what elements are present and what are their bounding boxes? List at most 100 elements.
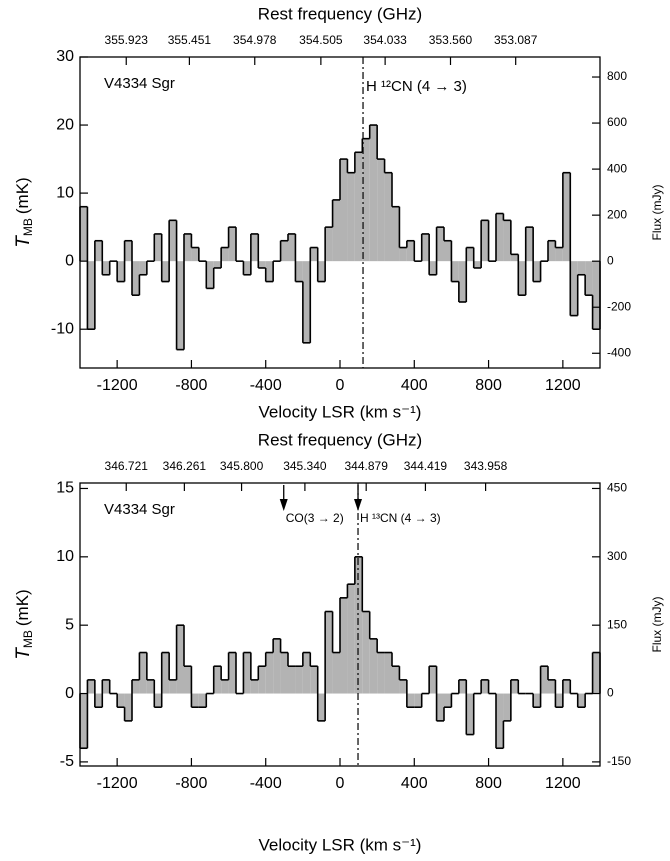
bar — [347, 584, 355, 694]
bar — [228, 227, 236, 262]
bar — [102, 261, 110, 275]
x-tick-label: -400 — [250, 775, 282, 792]
bar — [176, 625, 184, 694]
y-label-subscript: MB — [21, 218, 35, 236]
y2-tick-label: 200 — [607, 207, 627, 221]
bar — [87, 679, 95, 694]
bar — [406, 240, 415, 262]
bar — [429, 666, 437, 694]
bar — [555, 693, 563, 708]
bar — [533, 693, 541, 708]
bar — [592, 652, 600, 694]
x-axis-label: Velocity LSR (km s⁻¹) — [259, 835, 422, 854]
bar — [80, 693, 88, 749]
bar — [169, 679, 177, 694]
bar — [317, 261, 326, 282]
bar — [117, 261, 125, 282]
x-tick-label: 0 — [336, 377, 345, 394]
bar — [317, 693, 326, 721]
x2-tick-label: 355.923 — [105, 33, 149, 47]
x2-tick-label: 354.978 — [233, 33, 277, 47]
bar — [221, 679, 229, 694]
bar — [577, 261, 586, 275]
bar — [332, 652, 340, 694]
x-tick-label: -1200 — [97, 377, 138, 394]
bar — [94, 693, 103, 708]
x2-tick-label: 354.033 — [363, 33, 407, 47]
x-tick-label: -800 — [175, 775, 207, 792]
bar — [496, 213, 504, 262]
bar — [124, 240, 132, 262]
bar — [258, 261, 266, 268]
bar — [562, 679, 571, 694]
bar — [184, 666, 192, 694]
bar — [87, 261, 95, 330]
bar — [458, 679, 467, 694]
bar — [347, 172, 355, 262]
bar — [377, 652, 385, 694]
y2-tick-label: -400 — [607, 345, 631, 359]
bar — [288, 666, 296, 694]
bar — [154, 693, 162, 708]
bar — [250, 233, 259, 262]
annotation: CO(3 → 2) — [286, 511, 344, 525]
x-tick-label: -400 — [250, 377, 282, 394]
bar — [265, 261, 274, 282]
bar — [280, 240, 288, 262]
bar — [362, 138, 370, 262]
y2-tick-label: 600 — [607, 115, 627, 129]
bar — [533, 261, 541, 282]
bar — [399, 679, 407, 694]
bar — [169, 220, 177, 262]
bar — [243, 652, 251, 694]
bar — [117, 693, 125, 708]
y2-tick-label: 0 — [607, 253, 614, 267]
x2-tick-label: 343.958 — [464, 459, 508, 473]
x2-tick-label: 346.721 — [105, 459, 149, 473]
bar — [206, 261, 214, 289]
bar — [362, 611, 370, 694]
bar — [369, 638, 378, 694]
bar — [444, 240, 452, 262]
bar — [176, 261, 184, 350]
y2-tick-label: -200 — [607, 299, 631, 313]
x-axis-label: Velocity LSR (km s⁻¹) — [259, 402, 422, 421]
bar — [429, 261, 437, 275]
bar — [392, 206, 400, 262]
x-tick-label: 800 — [475, 377, 502, 394]
bar — [258, 666, 266, 694]
bar — [243, 261, 251, 275]
bar — [191, 247, 199, 262]
bar — [577, 693, 586, 708]
x-tick-label: 1200 — [545, 775, 581, 792]
x2-tick-label: 345.800 — [220, 459, 264, 473]
annotation: H ¹²CN (4 → 3) — [366, 78, 467, 95]
bar — [332, 199, 340, 262]
bar — [295, 261, 303, 282]
bar — [369, 125, 378, 262]
bar — [139, 261, 147, 275]
annotation: H ¹³CN (4 → 3) — [360, 511, 441, 525]
bar — [377, 159, 385, 262]
bar — [451, 261, 459, 282]
bar — [191, 693, 199, 708]
x2-tick-label: 355.451 — [168, 33, 212, 47]
x-tick-label: 400 — [401, 775, 428, 792]
y2-tick-label: 0 — [607, 686, 614, 700]
y-axis-label: TMB (mK) — [13, 589, 35, 659]
bar — [325, 611, 333, 694]
bar — [302, 261, 311, 343]
bar — [94, 240, 103, 262]
bar — [525, 227, 534, 262]
y-tick-label: -10 — [51, 320, 74, 337]
bar — [184, 233, 192, 262]
bar — [273, 638, 281, 694]
bar — [503, 693, 511, 721]
bar — [102, 679, 110, 694]
bar — [132, 679, 140, 694]
bar — [213, 666, 222, 694]
bar — [510, 679, 519, 694]
x2-tick-label: 353.087 — [494, 33, 538, 47]
bar — [310, 247, 318, 262]
x-tick-label: -800 — [175, 377, 207, 394]
